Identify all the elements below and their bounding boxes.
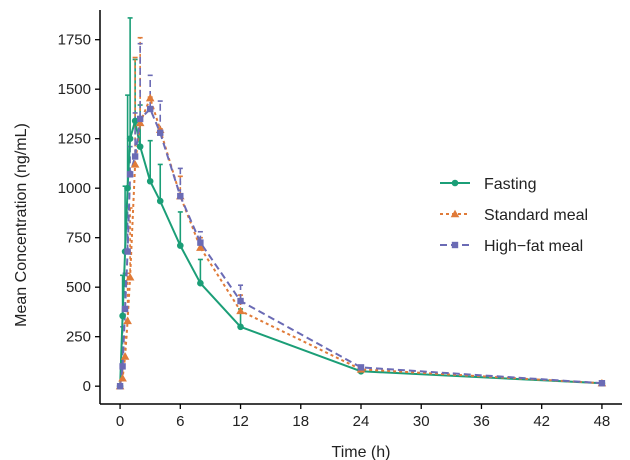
- y-tick-label: 1000: [58, 180, 91, 197]
- data-point-high-fat-meal: [119, 363, 126, 370]
- data-point-standard-meal: [196, 243, 205, 251]
- data-point-high-fat-meal: [146, 105, 154, 113]
- x-tick-label: 30: [413, 413, 430, 430]
- legend-swatch-marker-fasting: [451, 179, 459, 187]
- x-tick-label: 12: [232, 413, 249, 430]
- data-point-high-fat-meal: [116, 382, 124, 390]
- series-line-standard-meal: [119, 97, 602, 387]
- data-point-fasting: [131, 117, 139, 125]
- y-axis-ticks: 0 250 500 750 1000 1250 1500 1750: [58, 32, 100, 395]
- data-point-standard-meal: [125, 272, 135, 281]
- legend-swatch-marker-standard-meal: [450, 209, 460, 218]
- x-tick-label: 18: [292, 413, 309, 430]
- x-tick-label: 0: [116, 413, 124, 430]
- data-point-high-fat-meal: [121, 305, 129, 313]
- data-point-standard-meal: [130, 160, 140, 168]
- y-axis-title: Mean Concentration (ng/mL): [13, 123, 30, 327]
- legend: Fasting Standard meal High−fat meal: [440, 176, 588, 255]
- legend-label-high-fat-meal: High−fat meal: [484, 238, 583, 255]
- data-point-standard-meal: [236, 306, 245, 315]
- data-point-high-fat-meal: [157, 129, 164, 136]
- x-axis-ticks: 0 6 12 18 24 30 36 42 48: [116, 404, 610, 430]
- data-point-fasting: [119, 312, 126, 320]
- data-point-standard-meal: [145, 93, 155, 102]
- y-tick-label: 1750: [58, 32, 91, 49]
- data-point-fasting: [126, 135, 134, 142]
- y-tick-label: 500: [66, 279, 91, 296]
- data-point-fasting: [136, 143, 144, 150]
- y-tick-label: 1500: [58, 81, 91, 98]
- x-tick-label: 48: [594, 413, 611, 430]
- y-tick-label: 0: [83, 378, 91, 395]
- data-point-fasting: [124, 184, 131, 192]
- y-tick-label: 250: [66, 329, 91, 346]
- x-axis-title: Time (h): [332, 444, 391, 460]
- data-point-high-fat-meal: [197, 239, 204, 246]
- x-tick-label: 36: [473, 413, 490, 430]
- data-point-high-fat-meal: [136, 115, 144, 123]
- series-lines-layer: [119, 97, 602, 387]
- data-point-high-fat-meal: [126, 171, 134, 178]
- series-line-high-fat-meal: [119, 108, 602, 387]
- data-point-high-fat-meal: [598, 380, 606, 387]
- data-point-fasting: [237, 323, 244, 331]
- data-point-standard-meal: [135, 118, 145, 127]
- data-point-fasting: [146, 177, 154, 185]
- legend-swatch-marker-high-fat-meal: [451, 241, 459, 249]
- data-point-fasting: [177, 242, 184, 249]
- data-point-high-fat-meal: [124, 248, 131, 255]
- data-point-fasting: [156, 197, 164, 205]
- series-line-fasting: [119, 119, 602, 387]
- legend-label-fasting: Fasting: [484, 176, 536, 193]
- y-tick-label: 1250: [58, 131, 91, 148]
- data-point-standard-meal: [123, 316, 132, 325]
- x-tick-label: 6: [176, 413, 184, 430]
- data-point-high-fat-meal: [237, 297, 244, 305]
- data-point-high-fat-meal: [177, 192, 184, 200]
- x-tick-label: 42: [533, 413, 550, 430]
- data-point-fasting: [197, 279, 204, 287]
- error-bars-layer: [120, 17, 605, 384]
- data-point-high-fat-meal: [131, 153, 139, 160]
- series-markers-layer: [115, 93, 607, 390]
- data-point-high-fat-meal: [357, 364, 365, 371]
- legend-label-standard-meal: Standard meal: [484, 207, 588, 224]
- x-tick-label: 24: [353, 413, 370, 430]
- data-point-standard-meal: [118, 373, 127, 382]
- data-point-standard-meal: [120, 352, 130, 360]
- y-tick-label: 750: [66, 230, 91, 247]
